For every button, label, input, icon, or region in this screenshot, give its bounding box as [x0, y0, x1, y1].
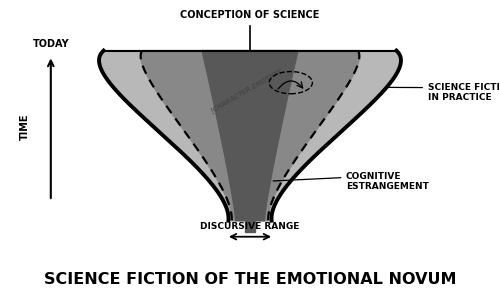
Text: COGNITIVE
ESTRANGEMENT: COGNITIVE ESTRANGEMENT	[346, 172, 429, 191]
Text: SCIENCE FICTION OF THE EMOTIONAL NOVUM: SCIENCE FICTION OF THE EMOTIONAL NOVUM	[44, 272, 456, 287]
Text: TIME: TIME	[20, 114, 30, 140]
Text: CONCEPTION OF SCIENCE: CONCEPTION OF SCIENCE	[180, 10, 320, 20]
Text: TODAY: TODAY	[32, 39, 69, 49]
Polygon shape	[140, 51, 360, 221]
Text: DISCURSIVE RANGE: DISCURSIVE RANGE	[200, 222, 300, 231]
Text: SCIENCE FICTION
IN PRACTICE: SCIENCE FICTION IN PRACTICE	[428, 83, 500, 102]
Polygon shape	[202, 51, 298, 221]
Polygon shape	[245, 221, 255, 232]
Polygon shape	[99, 51, 401, 221]
Text: [CHARACTER EMOTION: [CHARACTER EMOTION	[209, 68, 282, 115]
